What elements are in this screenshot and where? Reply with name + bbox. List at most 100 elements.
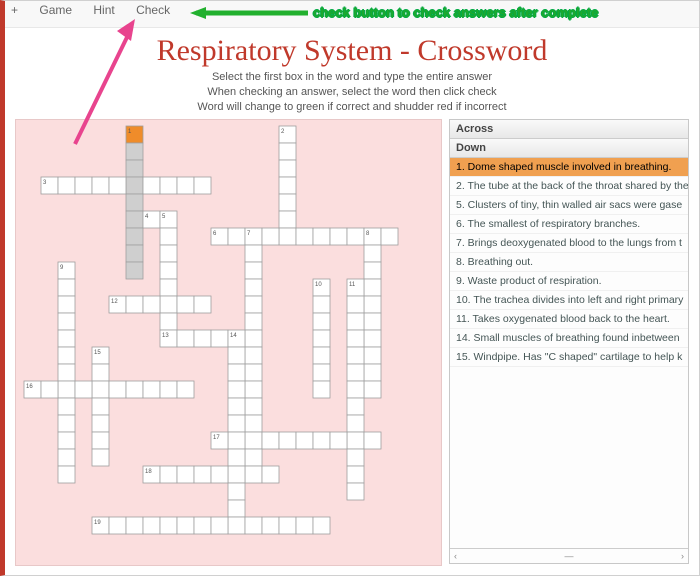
- grid-cell[interactable]: [211, 517, 228, 534]
- grid-cell[interactable]: [347, 347, 364, 364]
- grid-cell[interactable]: [347, 466, 364, 483]
- grid-cell[interactable]: [296, 228, 313, 245]
- grid-cell[interactable]: [58, 330, 75, 347]
- grid-cell[interactable]: [126, 381, 143, 398]
- grid-cell[interactable]: [228, 381, 245, 398]
- grid-cell[interactable]: [160, 381, 177, 398]
- grid-cell[interactable]: [313, 381, 330, 398]
- grid-cell[interactable]: [92, 398, 109, 415]
- grid-cell[interactable]: [109, 517, 126, 534]
- grid-cell[interactable]: [364, 364, 381, 381]
- grid-cell[interactable]: [228, 347, 245, 364]
- grid-cell[interactable]: [347, 398, 364, 415]
- grid-cell[interactable]: [58, 432, 75, 449]
- clue-row[interactable]: 11. Takes oxygenated blood back to the h…: [450, 310, 688, 329]
- grid-cell[interactable]: [228, 415, 245, 432]
- grid-cell[interactable]: [228, 517, 245, 534]
- grid-cell[interactable]: [228, 466, 245, 483]
- grid-cell[interactable]: [279, 228, 296, 245]
- grid-cell[interactable]: [143, 517, 160, 534]
- grid-cell[interactable]: [109, 177, 126, 194]
- grid-cell[interactable]: [126, 160, 143, 177]
- grid-cell[interactable]: [177, 381, 194, 398]
- grid-cell[interactable]: [245, 517, 262, 534]
- grid-cell[interactable]: [313, 313, 330, 330]
- menu-hint[interactable]: Hint: [93, 3, 114, 17]
- grid-cell[interactable]: [92, 415, 109, 432]
- grid-cell[interactable]: [330, 432, 347, 449]
- menu-game[interactable]: Game: [39, 3, 72, 17]
- grid-cell[interactable]: [381, 228, 398, 245]
- grid-cell[interactable]: [58, 279, 75, 296]
- grid-cell[interactable]: [313, 347, 330, 364]
- grid-cell[interactable]: [262, 228, 279, 245]
- grid-cell[interactable]: [160, 177, 177, 194]
- grid-cell[interactable]: [92, 432, 109, 449]
- clue-row[interactable]: 8. Breathing out.: [450, 253, 688, 272]
- grid-cell[interactable]: [364, 313, 381, 330]
- grid-cell[interactable]: [75, 177, 92, 194]
- grid-cell[interactable]: [58, 449, 75, 466]
- clue-row[interactable]: 9. Waste product of respiration.: [450, 272, 688, 291]
- scroll-thumb[interactable]: —: [457, 551, 681, 561]
- grid-cell[interactable]: [126, 262, 143, 279]
- grid-cell[interactable]: [364, 381, 381, 398]
- grid-cell[interactable]: [313, 517, 330, 534]
- grid-cell[interactable]: [313, 432, 330, 449]
- grid-cell[interactable]: [245, 279, 262, 296]
- grid-cell[interactable]: [228, 432, 245, 449]
- grid-cell[interactable]: [160, 279, 177, 296]
- grid-cell[interactable]: [58, 398, 75, 415]
- clue-row[interactable]: 1. Dome shaped muscle involved in breath…: [450, 158, 688, 177]
- grid-cell[interactable]: [92, 364, 109, 381]
- grid-cell[interactable]: [347, 432, 364, 449]
- grid-cell[interactable]: [347, 296, 364, 313]
- grid-cell[interactable]: [245, 364, 262, 381]
- grid-cell[interactable]: [313, 364, 330, 381]
- grid-cell[interactable]: [364, 296, 381, 313]
- grid-cell[interactable]: [262, 466, 279, 483]
- grid-cell[interactable]: [279, 432, 296, 449]
- grid-cell[interactable]: [228, 398, 245, 415]
- grid-cell[interactable]: [126, 194, 143, 211]
- grid-cell[interactable]: [58, 177, 75, 194]
- grid-cell[interactable]: [279, 177, 296, 194]
- grid-cell[interactable]: [160, 228, 177, 245]
- grid-cell[interactable]: [347, 483, 364, 500]
- menu-check[interactable]: Check: [136, 3, 170, 17]
- grid-cell[interactable]: [228, 364, 245, 381]
- grid-cell[interactable]: [364, 347, 381, 364]
- crossword-board[interactable]: 12345678910111213141516171819: [16, 120, 441, 565]
- grid-cell[interactable]: [330, 228, 347, 245]
- grid-cell[interactable]: [347, 381, 364, 398]
- grid-cell[interactable]: [160, 245, 177, 262]
- grid-cell[interactable]: [211, 466, 228, 483]
- grid-cell[interactable]: [92, 449, 109, 466]
- grid-cell[interactable]: [347, 364, 364, 381]
- grid-cell[interactable]: [313, 296, 330, 313]
- grid-cell[interactable]: [228, 500, 245, 517]
- grid-cell[interactable]: [177, 296, 194, 313]
- grid-cell[interactable]: [126, 228, 143, 245]
- clue-row[interactable]: 10. The trachea divides into left and ri…: [450, 291, 688, 310]
- grid-cell[interactable]: [194, 466, 211, 483]
- grid-cell[interactable]: [160, 313, 177, 330]
- grid-cell[interactable]: [41, 381, 58, 398]
- grid-cell[interactable]: [245, 449, 262, 466]
- grid-cell[interactable]: [58, 313, 75, 330]
- clue-row[interactable]: 2. The tube at the back of the throat sh…: [450, 177, 688, 196]
- grid-cell[interactable]: [160, 466, 177, 483]
- grid-cell[interactable]: [262, 432, 279, 449]
- grid-cell[interactable]: [364, 432, 381, 449]
- grid-cell[interactable]: [245, 347, 262, 364]
- grid-cell[interactable]: [245, 296, 262, 313]
- grid-cell[interactable]: [279, 211, 296, 228]
- grid-cell[interactable]: [143, 381, 160, 398]
- grid-cell[interactable]: [245, 466, 262, 483]
- grid-cell[interactable]: [228, 228, 245, 245]
- grid-cell[interactable]: [92, 381, 109, 398]
- grid-cell[interactable]: [245, 432, 262, 449]
- grid-cell[interactable]: [364, 262, 381, 279]
- grid-cell[interactable]: [245, 381, 262, 398]
- grid-cell[interactable]: [245, 415, 262, 432]
